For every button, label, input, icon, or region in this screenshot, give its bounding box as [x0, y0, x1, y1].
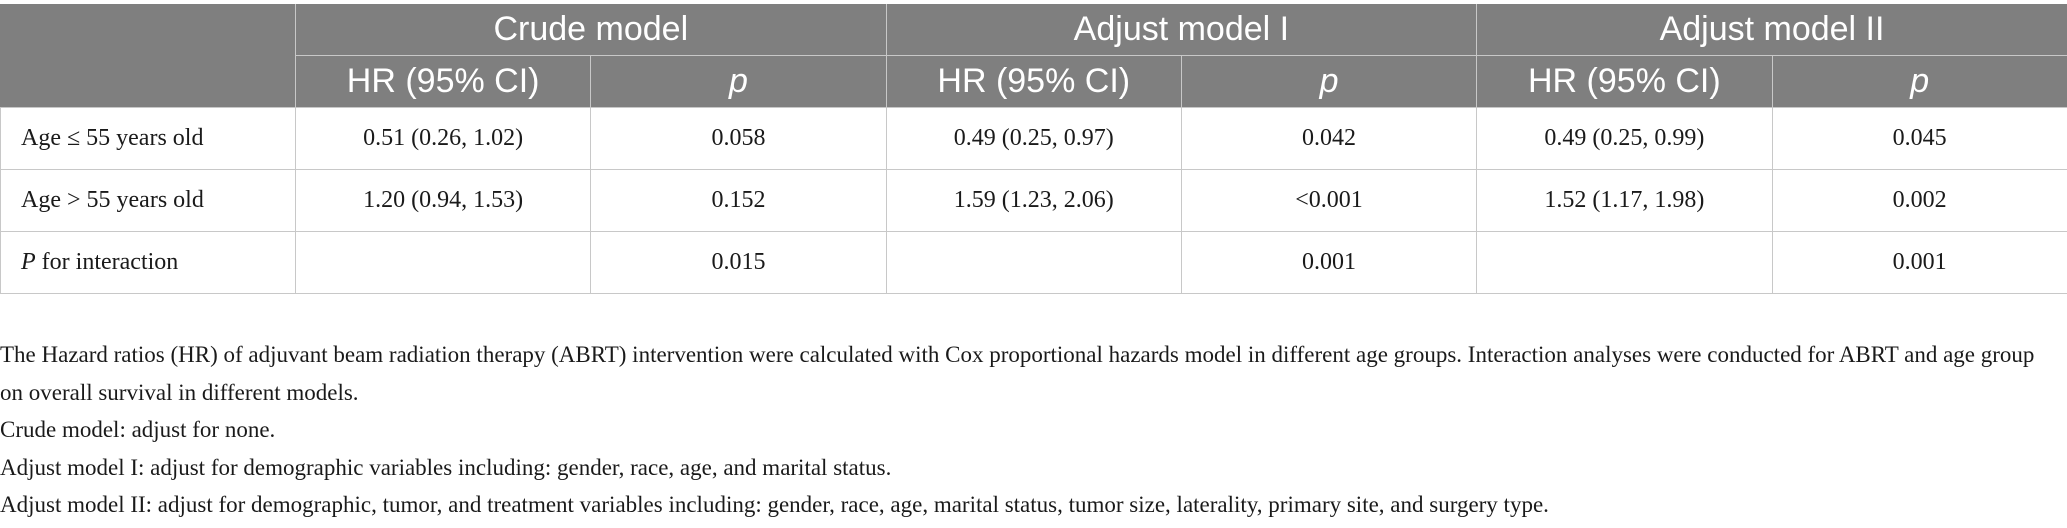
- footnote: The Hazard ratios (HR) of adjuvant beam …: [0, 342, 2035, 405]
- results-table: Crude model Adjust model I Adjust model …: [0, 4, 2067, 294]
- header-adjust-model-1: Adjust model I: [885, 4, 1478, 56]
- header-p-adjust-2: p: [1771, 55, 2067, 108]
- row-label: P for interaction: [0, 231, 296, 294]
- cell-hr-adjust-1: [885, 231, 1182, 294]
- row-label: Age ≤ 55 years old: [0, 107, 296, 170]
- header-p-adjust-1: p: [1180, 55, 1478, 108]
- footnote: Adjust model II: adjust for demographic,…: [0, 492, 1549, 517]
- group-header-row: Crude model Adjust model I Adjust model …: [0, 4, 2067, 108]
- row-label-suffix: for interaction: [35, 249, 179, 275]
- cell-hr-adjust-2: 1.52 (1.17, 1.98): [1476, 169, 1773, 232]
- cell-hr-adjust-2: [1476, 231, 1773, 294]
- sub-header-row: HR (95% CI) p HR (95% CI) p HR (95% CI) …: [1, 55, 2067, 108]
- header-crude-model: Crude model: [295, 4, 887, 56]
- table-row: Age ≤ 55 years old 0.51 (0.26, 1.02) 0.0…: [0, 107, 2067, 170]
- table-row: P for interaction 0.015 0.001 0.001: [0, 231, 2067, 294]
- cell-p-adjust-2: 0.002: [1771, 169, 2067, 232]
- header-hr-crude: HR (95% CI): [294, 55, 592, 108]
- table-footnotes: The Hazard ratios (HR) of adjuvant beam …: [0, 336, 2060, 524]
- cell-hr-crude: 1.20 (0.94, 1.53): [294, 169, 592, 232]
- footnote: Crude model: adjust for none.: [0, 417, 276, 442]
- cell-hr-crude: 0.51 (0.26, 1.02): [294, 107, 592, 170]
- cell-p-adjust-2: 0.045: [1771, 107, 2067, 170]
- cell-p-adjust-1: 0.001: [1180, 231, 1478, 294]
- cell-p-crude: 0.015: [590, 231, 887, 294]
- cell-hr-adjust-1: 0.49 (0.25, 0.97): [885, 107, 1182, 170]
- header-adjust-model-2: Adjust model II: [1476, 4, 2067, 56]
- header-hr-adjust-2: HR (95% CI): [1476, 55, 1773, 108]
- corner-cell: [0, 4, 296, 108]
- row-label-text: Age > 55 years old: [21, 187, 204, 213]
- header-hr-adjust-1: HR (95% CI): [885, 55, 1182, 108]
- cell-p-crude: 0.058: [590, 107, 887, 170]
- cell-p-adjust-2: 0.001: [1771, 231, 2067, 294]
- cell-hr-adjust-2: 0.49 (0.25, 0.99): [1476, 107, 1773, 170]
- cell-p-adjust-1: 0.042: [1180, 107, 1478, 170]
- cell-hr-adjust-1: 1.59 (1.23, 2.06): [885, 169, 1182, 232]
- row-label: Age > 55 years old: [0, 169, 296, 232]
- results-table-container: Crude model Adjust model I Adjust model …: [0, 4, 2067, 294]
- footnote: Adjust model I: adjust for demographic v…: [0, 454, 892, 480]
- cell-hr-crude: [294, 231, 592, 294]
- header-p-crude: p: [590, 55, 887, 108]
- cell-p-crude: 0.152: [590, 169, 887, 232]
- row-label-text: Age ≤ 55 years old: [21, 125, 204, 151]
- row-label-italic: P: [21, 249, 36, 275]
- cell-p-adjust-1: <0.001: [1180, 169, 1478, 232]
- table-row: Age > 55 years old 1.20 (0.94, 1.53) 0.1…: [0, 169, 2067, 232]
